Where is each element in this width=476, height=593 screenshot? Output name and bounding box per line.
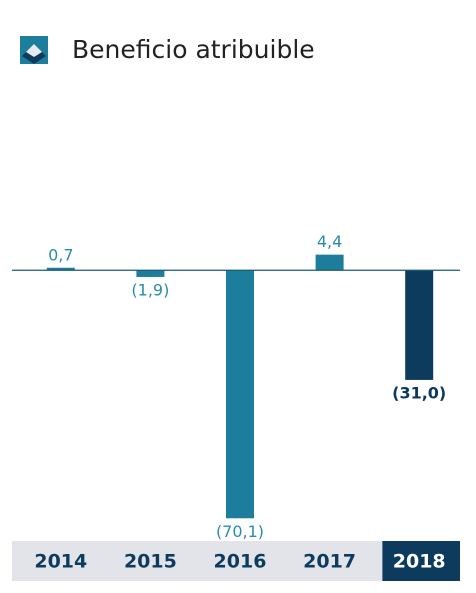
x-tick-label: 2014 <box>34 551 87 573</box>
bar <box>315 254 344 271</box>
value-label: 4,4 <box>317 232 342 251</box>
bar <box>46 267 75 271</box>
title-icon <box>20 36 48 64</box>
x-tick-label: 2017 <box>303 551 356 573</box>
bar <box>226 270 254 519</box>
bar <box>405 270 434 380</box>
value-label: (31,0) <box>392 383 446 402</box>
x-tick-label: 2016 <box>214 551 267 573</box>
x-tick-label: 2018 <box>393 551 446 573</box>
chart-title: Beneficio atribuible <box>72 35 315 64</box>
category-highlight <box>382 541 460 581</box>
value-label: 0,7 <box>48 245 73 264</box>
value-label: (1,9) <box>131 280 169 299</box>
bar <box>136 270 165 277</box>
value-label: (70,1) <box>216 522 264 541</box>
x-tick-label: 2015 <box>124 551 177 573</box>
